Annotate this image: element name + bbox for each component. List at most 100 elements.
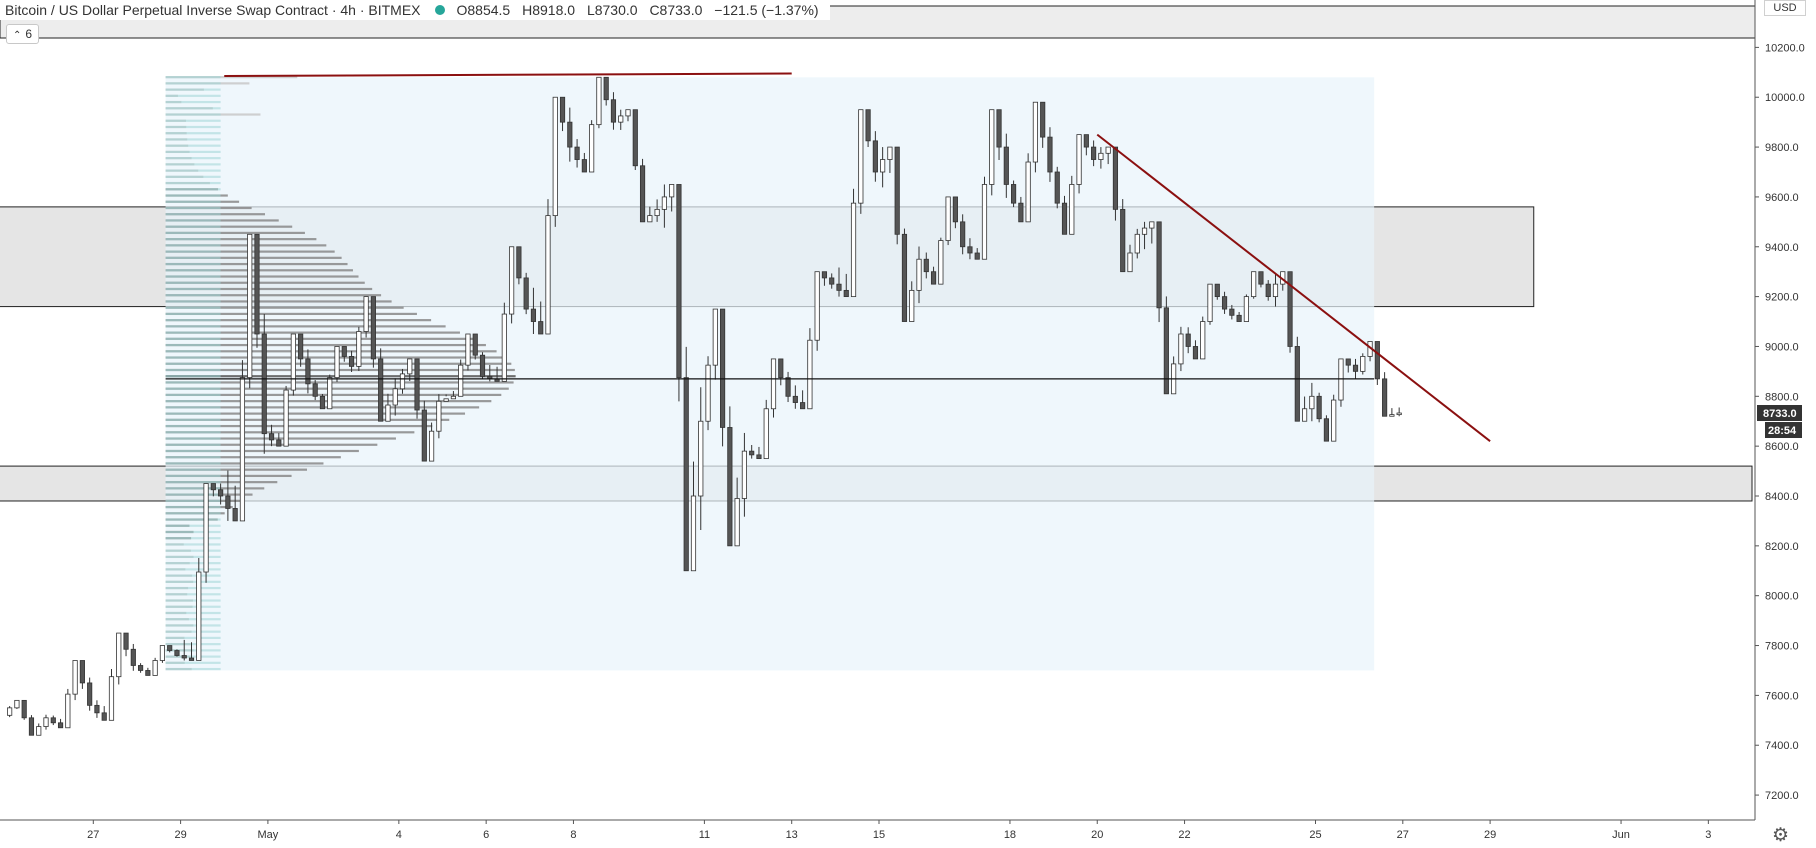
volume-profile-bar [165,238,317,241]
countdown-badge [1765,422,1802,439]
candle-body [952,196,958,223]
candle-body [385,404,391,422]
candle-body [538,321,544,335]
candle-body [1032,101,1038,163]
candle-body [239,377,246,522]
candle-body [218,489,224,497]
volume-profile-base [165,281,221,284]
candle-body [28,717,35,736]
candle-body [1156,221,1162,309]
price-tick-label: 8600.0 [1765,441,1799,453]
candle-body [654,208,660,217]
time-tick-label: 20 [1091,829,1103,841]
volume-profile-base [165,294,221,297]
indicator-count: 6 [25,27,33,41]
candle-body [1331,399,1337,442]
candle-body [1207,283,1213,322]
volume-profile-base [165,667,221,671]
candle-body [1069,184,1075,235]
candle-body [458,364,464,397]
candle-body [923,258,929,273]
candle-body [283,389,289,447]
candle-body [639,165,646,223]
volume-profile-base [165,100,221,104]
candle-body [1025,161,1031,223]
time-tick-label: 29 [174,829,186,841]
candle-body [1309,395,1315,410]
candle-body [254,233,260,335]
volume-profile-base [165,169,221,172]
candle-body [1003,146,1009,185]
candle-body [1127,252,1133,273]
candle-body [625,109,631,117]
gear-icon[interactable]: ⚙ [1772,825,1790,846]
candle-body [378,358,384,422]
volume-profile-base [165,269,221,272]
volume-profile-base [165,530,221,534]
candle-body [1076,134,1082,185]
volume-profile-bar [165,424,433,428]
volume-profile-base [165,487,221,490]
volume-profile-base [165,474,221,478]
candle-body [116,632,122,678]
volume-profile-bar [165,337,474,340]
candle-body [399,373,406,390]
volume-profile-bar [165,300,392,303]
candle-body [690,495,697,572]
symbol-title[interactable]: Bitcoin / US Dollar Perpetual Inverse Sw… [5,2,421,18]
candle-body [1236,314,1242,322]
candle-body [930,271,937,285]
volume-profile-bar [165,474,292,478]
volume-profile-base [165,350,221,353]
volume-profile-base [165,157,221,160]
candle-body [1185,333,1191,347]
volume-profile-base [165,555,221,559]
volume-profile-base [165,219,221,222]
volume-profile-base [165,375,221,378]
candle-body [909,289,915,322]
currency-label[interactable]: USD [1764,0,1806,16]
volume-profile-base [165,593,221,596]
volume-profile-bar [165,449,359,453]
candle-body [1396,412,1402,416]
price-tick-label: 8000.0 [1765,591,1799,603]
price-tick-label: 7800.0 [1765,641,1799,653]
candle-body [1047,136,1053,173]
candle-body [559,96,566,123]
volume-profile-base [165,437,221,440]
time-tick-label: 22 [1178,829,1190,841]
volume-profile-bar [165,481,278,484]
volume-profile-bar [165,225,293,228]
candle-body [210,483,216,491]
volume-profile-base [165,94,221,97]
range-box [165,77,1375,671]
volume-profile-base [165,524,221,527]
volume-profile-base [165,163,221,166]
candle-body [1061,202,1068,235]
candle-body [138,665,144,671]
price-tick-label: 10200.0 [1765,42,1805,54]
candle-body [36,726,42,736]
price-tick-label: 10000.0 [1765,92,1805,104]
volume-profile-base [165,119,221,122]
candle-body [290,333,296,391]
time-tick-label: 18 [1004,829,1016,841]
candle-body [850,202,857,298]
candle-body [312,383,318,397]
indicators-collapse-button[interactable]: ⌃ 6 [6,24,40,44]
candle-body [1389,414,1395,417]
volume-profile-bar [165,431,415,434]
volume-profile-base [165,418,221,421]
candle-body [407,358,413,375]
volume-profile-base [165,325,221,328]
volume-profile-bar [165,456,341,459]
candle-body [712,308,718,366]
volume-profile-base [165,244,221,247]
volume-profile-bar [165,350,497,353]
volume-profile-base [165,400,221,403]
time-tick-label: 4 [396,829,402,841]
candle-body [108,676,115,721]
candle-body [363,296,369,332]
candle-body [1040,101,1046,138]
